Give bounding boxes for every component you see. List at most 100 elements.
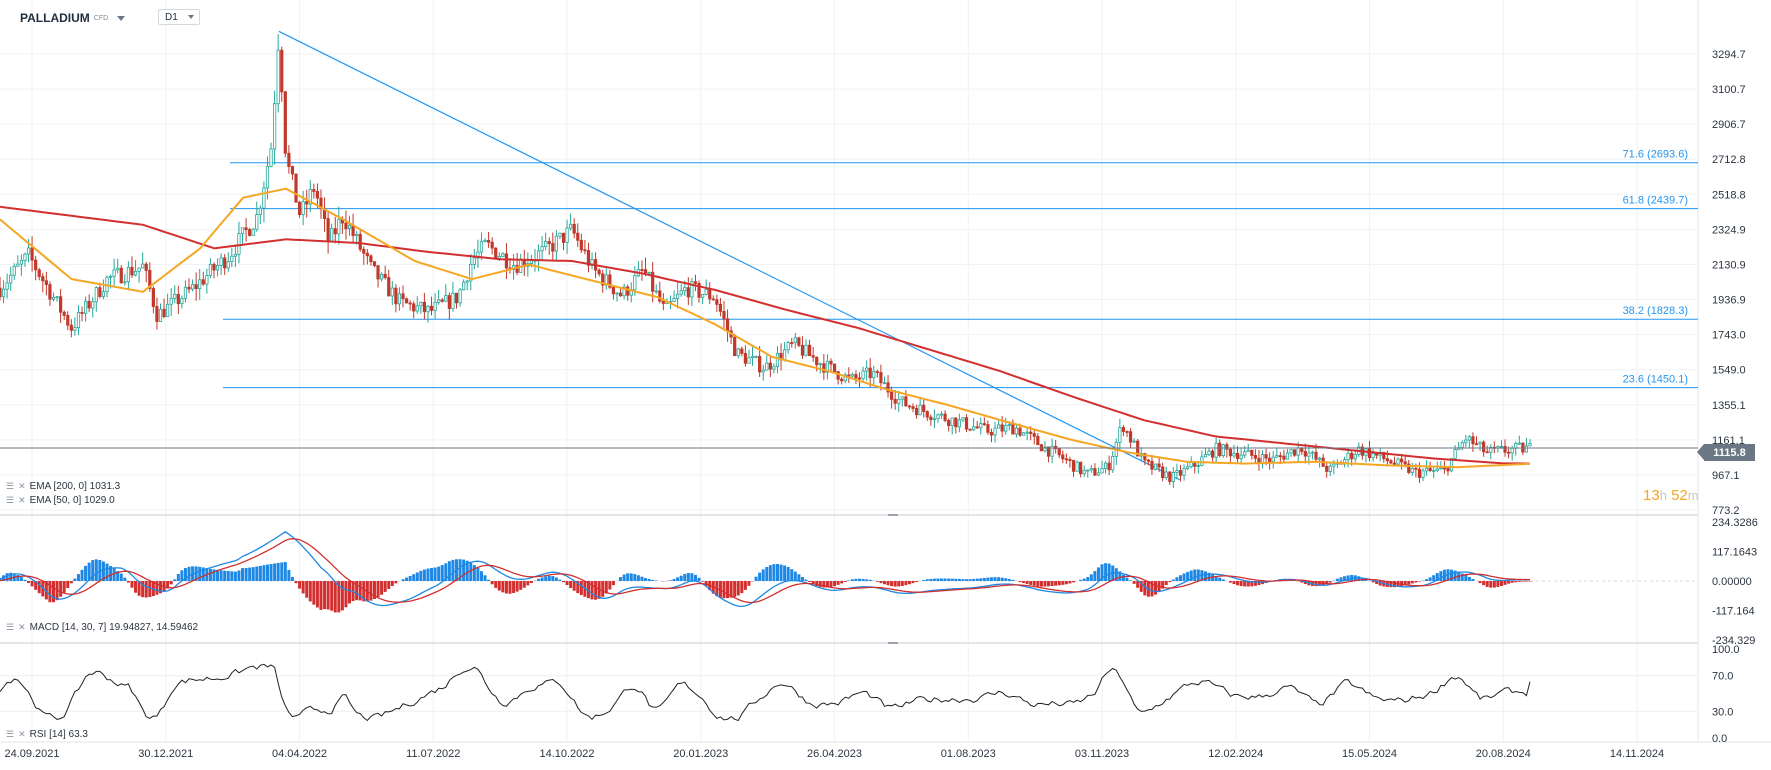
candle-body (44, 280, 48, 285)
candle-body (1367, 448, 1372, 459)
candle (1132, 437, 1136, 444)
candle (982, 417, 986, 426)
candle-body (37, 269, 41, 277)
macd-histogram-bar (904, 580, 908, 586)
candle (943, 410, 947, 423)
candle (1121, 425, 1126, 437)
candle-body (208, 263, 213, 277)
candle-body (265, 165, 270, 189)
macd-histogram-bar (76, 574, 80, 581)
candle-body (847, 374, 851, 377)
close-icon[interactable]: ✕ (18, 729, 26, 739)
pane-resize-handle[interactable] (888, 642, 898, 644)
macd-histogram-bar (579, 580, 583, 596)
macd-histogram-bar (1036, 580, 1040, 587)
macd-histogram-bar (422, 569, 426, 581)
candle (779, 343, 783, 371)
candle-body (69, 324, 73, 331)
macd-histogram-bar (444, 563, 448, 581)
macd-histogram-bar (290, 576, 294, 581)
candle-body (804, 344, 808, 356)
macd-histogram-bar (1064, 580, 1068, 585)
macd-histogram-bar (1086, 577, 1090, 581)
macd-histogram-bar (1446, 569, 1450, 581)
macd-histogram-bar (1467, 576, 1471, 581)
macd-histogram-bar (198, 566, 202, 581)
candle-body (1, 288, 6, 298)
candle (1421, 468, 1425, 481)
candle-body (1474, 443, 1479, 446)
settings-icon[interactable]: ☰ (6, 622, 15, 632)
candle-body (219, 257, 223, 266)
timeframe-select[interactable]: D1 (158, 9, 200, 25)
candle-body (1467, 436, 1471, 441)
symbol-selector[interactable]: PALLADIUM CFD (20, 9, 126, 27)
macd-histogram-bar (87, 562, 91, 581)
candle (925, 410, 929, 421)
candle (997, 419, 1001, 429)
macd-histogram-bar (1143, 580, 1147, 596)
candle-body (711, 298, 715, 301)
macd-histogram-bar (1239, 580, 1243, 587)
legend-macd-text: MACD [14, 30, 7] 19.94827, 14.59462 (29, 622, 199, 633)
macd-histogram-bar (119, 573, 123, 581)
candle-body (800, 344, 805, 356)
legend-rsi[interactable]: ☰ ✕ RSI [14] 63.3 (6, 729, 88, 740)
legend-ema200[interactable]: ☰ ✕ EMA [200, 0] 1031.3 (6, 481, 120, 492)
y-tick-label: 2518.8 (1712, 189, 1746, 201)
candle-body (569, 223, 573, 229)
macd-histogram-bar (1161, 580, 1165, 589)
candle-body (166, 303, 170, 318)
macd-histogram-bar (1218, 577, 1222, 581)
candle (73, 317, 77, 336)
candle (1457, 442, 1461, 451)
macd-histogram-bar (497, 580, 501, 591)
macd-histogram-bar (886, 580, 890, 586)
macd-histogram-bar (1246, 580, 1250, 587)
candle-body (401, 293, 405, 300)
candle (169, 288, 173, 316)
candle (387, 269, 391, 297)
fib-level-label: 71.6 (2693.6) (1623, 149, 1688, 161)
candle (1514, 441, 1518, 456)
candle (173, 285, 177, 304)
macd-histogram-bar (982, 577, 986, 581)
settings-icon[interactable]: ☰ (6, 495, 15, 505)
settings-icon[interactable]: ☰ (6, 729, 15, 739)
candle-body (611, 286, 616, 295)
candle (590, 252, 594, 270)
macd-histogram-bar (1328, 580, 1332, 583)
candle-body (654, 290, 658, 293)
candle-body (1385, 458, 1389, 462)
candle (1464, 434, 1468, 448)
settings-icon[interactable]: ☰ (6, 481, 15, 491)
macd-histogram-bar (1104, 563, 1108, 581)
candle-body (1317, 457, 1322, 460)
candle-body (818, 363, 822, 366)
legend-ema50[interactable]: ☰ ✕ EMA [50, 0] 1029.0 (6, 495, 115, 506)
candle (312, 183, 316, 199)
candle-body (294, 173, 298, 203)
close-icon[interactable]: ✕ (18, 495, 26, 505)
candle-body (1214, 442, 1218, 458)
candle (476, 239, 480, 268)
candle-body (618, 292, 623, 297)
close-icon[interactable]: ✕ (18, 622, 26, 632)
candle-body (904, 396, 908, 407)
macd-histogram-bar (1043, 580, 1047, 587)
candle-body (130, 266, 134, 276)
macd-histogram-bar (537, 578, 541, 581)
candle (861, 366, 865, 383)
y-tick-label: 2130.9 (1712, 259, 1746, 271)
pane-resize-handle[interactable] (888, 514, 898, 516)
candle (198, 269, 202, 300)
fib-level-label: 38.2 (1828.3) (1623, 305, 1688, 317)
candle (1485, 445, 1489, 454)
candle (326, 212, 330, 254)
close-icon[interactable]: ✕ (18, 481, 26, 491)
candle-body (404, 298, 409, 304)
candle-body (1314, 451, 1318, 460)
legend-macd[interactable]: ☰ ✕ MACD [14, 30, 7] 19.94827, 14.59462 (6, 622, 198, 633)
macd-histogram-bar (1528, 580, 1532, 582)
